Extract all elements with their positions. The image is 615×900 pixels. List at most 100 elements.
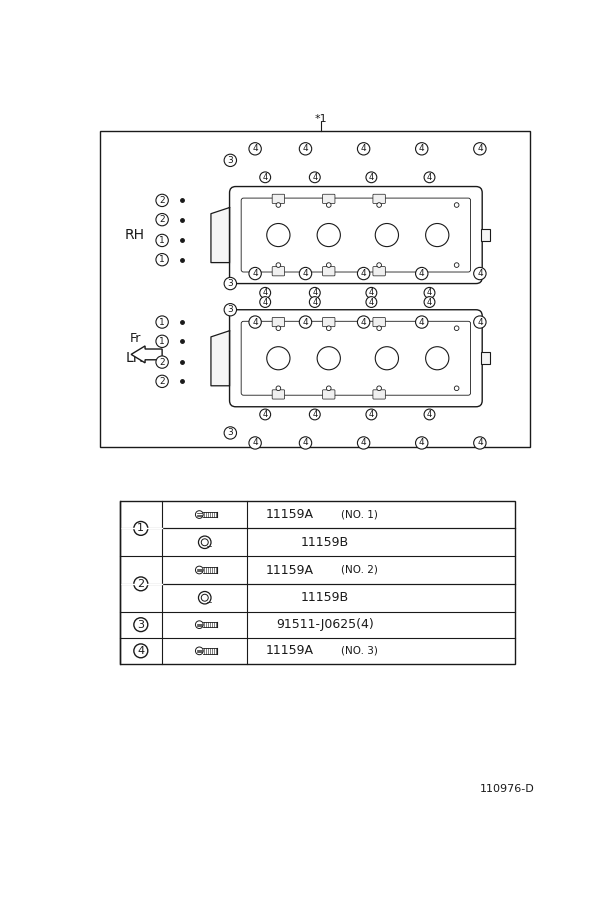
Circle shape [357,142,370,155]
Circle shape [327,263,331,267]
Text: 1: 1 [159,236,165,245]
FancyBboxPatch shape [373,266,386,276]
Circle shape [300,142,312,155]
Circle shape [260,287,271,298]
Text: 4: 4 [477,318,483,327]
Text: 1: 1 [159,318,165,327]
FancyBboxPatch shape [272,318,285,327]
Circle shape [424,172,435,183]
Circle shape [156,375,169,388]
Circle shape [156,254,169,266]
Circle shape [156,194,169,207]
Circle shape [201,539,208,545]
Text: 1: 1 [159,256,165,265]
Text: 4: 4 [263,298,268,307]
Text: 4: 4 [427,288,432,297]
Circle shape [156,234,169,247]
Circle shape [366,297,377,308]
Text: 4: 4 [312,410,317,419]
Text: 4: 4 [263,410,268,419]
Text: 3: 3 [228,279,233,288]
Text: 4: 4 [477,438,483,447]
Circle shape [260,410,271,419]
Text: 2: 2 [159,215,165,224]
Circle shape [309,287,320,298]
Text: 4: 4 [252,438,258,447]
Circle shape [156,356,169,368]
Text: LH: LH [126,351,144,365]
Text: RH: RH [125,228,145,242]
Circle shape [201,594,208,601]
Text: 4: 4 [369,173,374,182]
Circle shape [416,267,428,280]
Circle shape [300,316,312,328]
Circle shape [357,267,370,280]
Text: Fr: Fr [129,332,141,346]
Text: 11159B: 11159B [301,536,349,549]
Circle shape [327,386,331,391]
Text: 4: 4 [303,318,308,327]
Text: 2: 2 [159,196,165,205]
FancyBboxPatch shape [373,194,386,203]
Text: 4: 4 [427,173,432,182]
Circle shape [134,577,148,590]
Text: 3: 3 [228,156,233,165]
Circle shape [377,326,381,330]
Circle shape [199,536,211,548]
Circle shape [196,510,203,518]
Circle shape [474,436,486,449]
Circle shape [224,154,237,166]
Circle shape [309,410,320,419]
FancyBboxPatch shape [272,390,285,399]
Circle shape [276,386,280,391]
Circle shape [377,263,381,267]
Circle shape [134,617,148,632]
Text: 4: 4 [252,144,258,153]
Text: 2: 2 [137,579,145,589]
Text: 4: 4 [252,318,258,327]
Circle shape [474,316,486,328]
Text: (NO. 2): (NO. 2) [341,565,378,575]
Text: 11159A: 11159A [266,644,314,657]
Circle shape [134,521,148,535]
Text: 11159A: 11159A [266,508,314,521]
Text: 4: 4 [419,144,424,153]
Circle shape [454,202,459,207]
Polygon shape [211,208,229,263]
Text: 4: 4 [361,318,367,327]
Circle shape [424,287,435,298]
Circle shape [276,326,280,330]
Text: 4: 4 [477,269,483,278]
Text: 4: 4 [369,288,374,297]
Circle shape [249,142,261,155]
Circle shape [156,213,169,226]
Circle shape [249,267,261,280]
Circle shape [366,410,377,419]
Text: 4: 4 [427,298,432,307]
Circle shape [366,172,377,183]
FancyArrow shape [131,346,162,363]
Text: 4: 4 [477,144,483,153]
Text: 4: 4 [303,269,308,278]
Text: *1: *1 [315,113,327,124]
Circle shape [267,346,290,370]
Text: 4: 4 [263,173,268,182]
Text: 3: 3 [228,305,233,314]
Circle shape [267,223,290,247]
Text: 4: 4 [303,144,308,153]
Circle shape [377,202,381,207]
Circle shape [224,303,237,316]
Circle shape [416,316,428,328]
Bar [119,500,515,664]
Text: 1: 1 [137,524,145,534]
Text: 91511-J0625(4): 91511-J0625(4) [276,618,374,631]
Circle shape [156,316,169,328]
Text: 4: 4 [419,269,424,278]
Polygon shape [211,330,229,386]
Circle shape [260,172,271,183]
Bar [481,229,490,241]
Text: 3: 3 [137,620,145,630]
Text: 4: 4 [312,288,317,297]
Text: 4: 4 [361,438,367,447]
Text: 4: 4 [427,410,432,419]
